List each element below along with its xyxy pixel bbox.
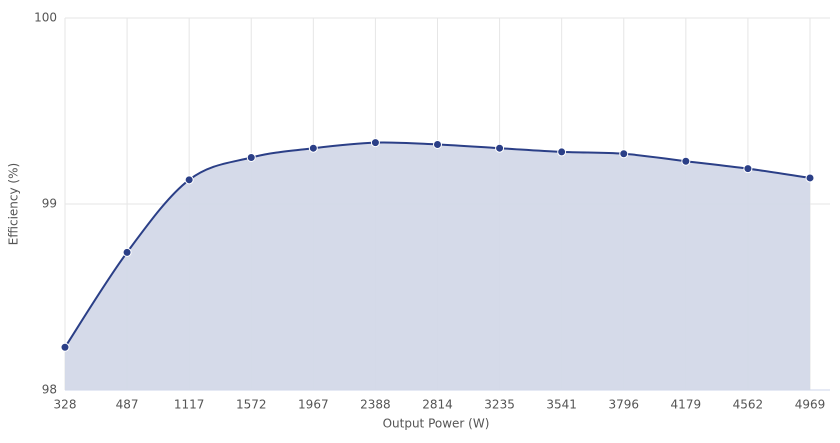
x-tick-label: 3796 xyxy=(608,398,639,412)
x-tick-label: 4969 xyxy=(795,398,826,412)
x-tick-label: 1572 xyxy=(236,398,267,412)
point xyxy=(60,342,70,352)
point xyxy=(743,164,753,174)
x-tick-label: 3235 xyxy=(484,398,515,412)
x-tick-label: 328 xyxy=(54,398,77,412)
y-tick-label: 98 xyxy=(42,383,57,397)
point xyxy=(122,247,132,257)
point xyxy=(433,139,442,149)
y-tick-label: 99 xyxy=(42,197,57,211)
point xyxy=(805,173,815,183)
x-tick-label: 2388 xyxy=(360,398,391,412)
point xyxy=(308,143,318,153)
point xyxy=(495,143,505,153)
area-fill xyxy=(65,142,810,390)
point xyxy=(184,175,194,185)
point xyxy=(370,138,380,148)
x-tick-label: 3541 xyxy=(546,398,577,412)
point xyxy=(619,149,629,159)
x-tick-label: 1117 xyxy=(174,398,205,412)
x-tick-label: 2814 xyxy=(422,398,453,412)
x-axis-label: Output Power (W) xyxy=(383,417,490,431)
x-tick-label: 4179 xyxy=(671,398,702,412)
x-tick-label: 1967 xyxy=(298,398,329,412)
y-axis-label: Efficiency (%) xyxy=(7,163,21,245)
point xyxy=(246,153,256,162)
y-tick-label: 100 xyxy=(34,11,57,25)
x-tick-label: 487 xyxy=(116,398,139,412)
point xyxy=(557,147,567,157)
x-tick-label: 4562 xyxy=(733,398,764,412)
point xyxy=(681,156,691,166)
